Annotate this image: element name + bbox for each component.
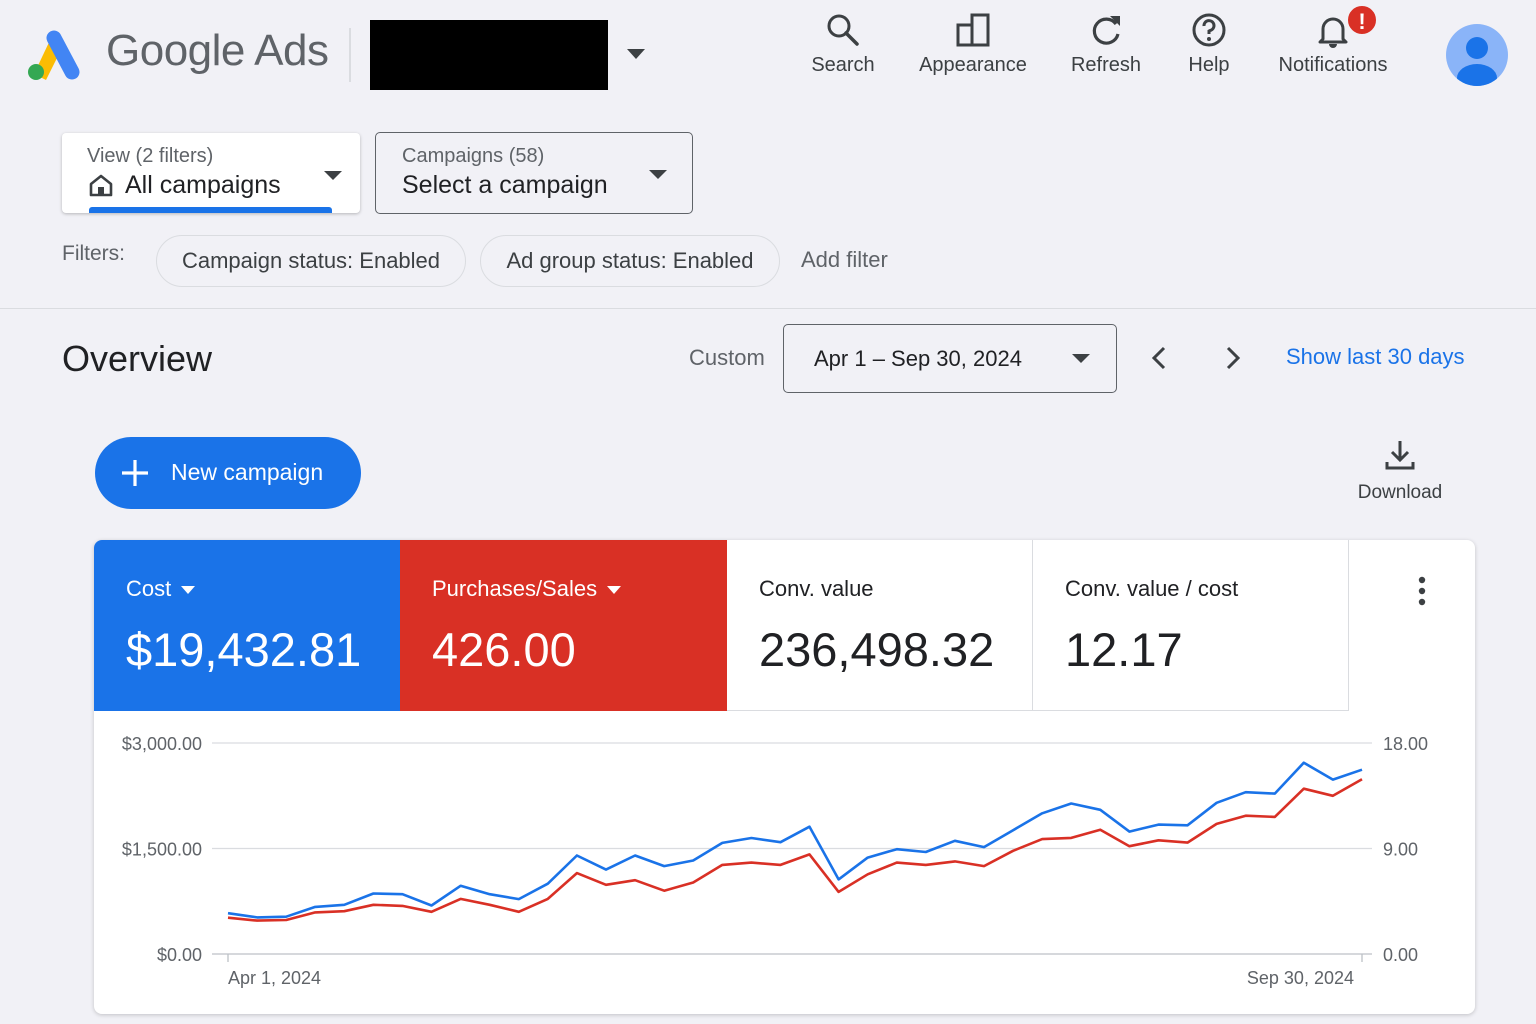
help-button[interactable]: Help [1180,12,1238,77]
account-name-redacted[interactable] [370,20,608,90]
home-icon [89,174,113,197]
campaign-dropdown-icon [649,170,667,179]
y-tick-label-right: 18.00 [1383,734,1428,754]
metric-value-purchases: 426.00 [432,623,576,676]
date-range-selector[interactable]: Apr 1 – Sep 30, 2024 [783,324,1117,393]
section-divider [0,308,1536,309]
x-tick-label: Sep 30, 2024 [1247,968,1354,988]
notifications-label: Notifications [1278,54,1388,76]
google-ads-logo [28,30,80,80]
avatar[interactable] [1446,24,1508,86]
series-line-purchases-sales [227,778,1363,922]
user-icon [1457,37,1497,86]
metric-dropdown-icon[interactable] [181,586,196,595]
help-label: Help [1188,54,1230,76]
appearance-icon [956,13,990,47]
previous-period-icon[interactable] [1144,340,1174,376]
range-type-label: Custom [689,345,765,370]
metric-value-cost: $19,432.81 [126,623,362,676]
appearance-button[interactable]: Appearance [914,12,1032,77]
new-campaign-button[interactable]: New campaign [95,437,361,509]
view-selector[interactable]: View (2 filters) All campaigns [62,133,360,213]
search-icon [827,14,859,46]
account-dropdown-icon[interactable] [624,44,648,64]
search-label: Search [811,54,875,76]
metric-label-purchases: Purchases/Sales [432,576,598,601]
help-icon [1192,13,1226,47]
metric-tile-conv-value[interactable]: Conv. value 236,498.32 [727,540,1033,711]
y-tick-label-right: 0.00 [1383,945,1418,965]
search-button[interactable]: Search [806,12,880,77]
metric-label-conv-value: Conv. value [759,576,874,601]
performance-card: Cost $19,432.81 Purchases/Sales 426.00 C… [94,540,1475,1014]
y-tick-label-left: $1,500.00 [122,840,202,860]
refresh-button[interactable]: Refresh [1066,12,1146,77]
metric-tile-cost[interactable]: Cost $19,432.81 [94,540,400,711]
refresh-label: Refresh [1070,54,1142,76]
download-button[interactable]: Download [1352,438,1448,504]
y-tick-label-right: 9.00 [1383,840,1418,860]
refresh-icon [1092,16,1120,45]
date-range-value: Apr 1 – Sep 30, 2024 [814,346,1022,371]
add-filter-button[interactable]: Add filter [801,247,888,272]
appearance-label: Appearance [919,54,1027,76]
metric-tile-conv-value-cost[interactable]: Conv. value / cost 12.17 [1033,540,1349,711]
series-line-cost [227,761,1363,919]
filter-chip-ad-group-status[interactable]: Ad group status: Enabled [480,235,780,287]
metric-dropdown-icon[interactable] [607,586,622,595]
metric-label-cost: Cost [126,576,172,601]
brand-name: Google Ads [106,26,329,75]
show-last-30-days-link[interactable]: Show last 30 days [1286,344,1465,369]
metric-value-conv-value-cost: 12.17 [1065,623,1183,676]
new-campaign-label: New campaign [171,459,324,485]
view-selector-indicator [89,207,332,213]
metric-label-conv-value-cost: Conv. value / cost [1065,576,1239,601]
notifications-button[interactable]: Notifications ! [1270,4,1396,77]
download-icon [1385,441,1415,470]
download-label: Download [1357,482,1443,503]
y-tick-label-left: $3,000.00 [122,734,202,754]
next-period-icon[interactable] [1218,340,1248,376]
campaign-selector-value: Select a campaign [402,171,608,199]
more-options-icon[interactable] [1410,574,1434,608]
bell-icon [1318,17,1348,48]
page-title: Overview [62,338,213,379]
x-tick-label: Apr 1, 2024 [228,968,321,988]
metric-tile-purchases[interactable]: Purchases/Sales 426.00 [400,540,727,711]
view-selector-value: All campaigns [125,171,281,199]
date-dropdown-icon [1072,354,1090,363]
view-dropdown-icon [324,171,342,180]
notification-badge: ! [1346,4,1378,36]
view-selector-sub: View (2 filters) [87,145,214,167]
campaign-selector[interactable]: Campaigns (58) Select a campaign [375,132,693,214]
plus-icon [122,460,148,486]
campaign-selector-sub: Campaigns (58) [402,145,545,167]
performance-chart: $3,000.00 18.00 $1,500.00 9.00 $0.00 0.00 Apr … [122,734,1428,988]
header-divider [349,28,351,82]
y-tick-label-left: $0.00 [157,945,202,965]
metric-value-conv-value: 236,498.32 [759,623,995,676]
filter-chip-campaign-status[interactable]: Campaign status: Enabled [156,235,466,287]
filters-label: Filters: [62,242,125,265]
